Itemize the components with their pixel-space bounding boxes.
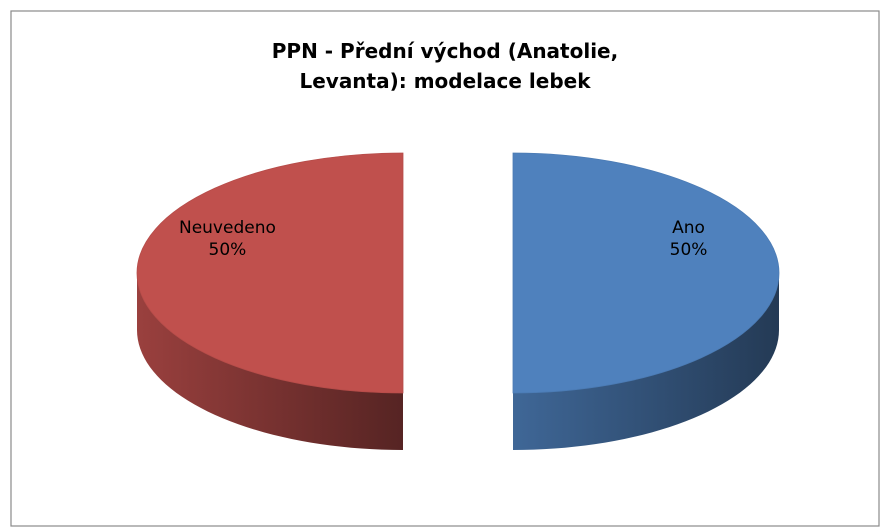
pie-slice [512,152,780,394]
slice-wall [513,273,779,450]
label-category: Ano [672,218,705,238]
label-value: 50% [209,240,247,260]
chart-title: PPN - Přední východ (Anatolie, Levanta):… [271,39,619,93]
data-label: Ano 50% [670,218,708,260]
label-value: 50% [670,240,708,260]
label-category: Neuvedeno [179,218,276,238]
pie-slice [136,152,404,394]
data-label: Neuvedeno 50% [179,218,276,260]
slice-wall [137,273,403,450]
